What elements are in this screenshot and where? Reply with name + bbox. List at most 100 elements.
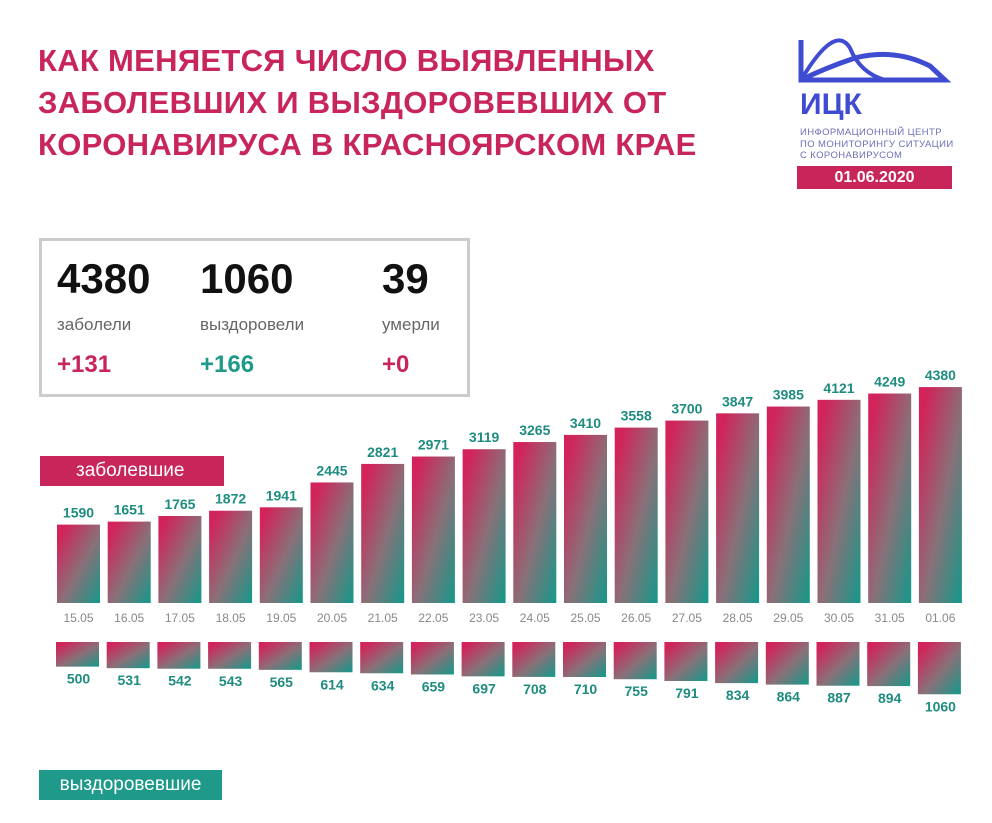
x-tick-label: 19.05 <box>266 611 296 625</box>
x-tick-label: 20.05 <box>317 611 347 625</box>
x-tick-label: 16.05 <box>114 611 144 625</box>
stat-label: умерли <box>382 315 440 334</box>
bar-cases <box>361 463 405 603</box>
bar-recovered <box>867 642 911 687</box>
bar-recovered <box>664 642 708 681</box>
x-tick-label: 18.05 <box>216 611 246 625</box>
logo-caption-line: ПО МОНИТОРИНГУ СИТУАЦИИ <box>800 138 954 150</box>
logo-caption-line: С КОРОНАВИРУСОМ <box>800 150 903 161</box>
bar-label-recovered: 500 <box>67 671 91 687</box>
bar-cases <box>817 399 861 603</box>
page-title: КАК МЕНЯЕТСЯ ЧИСЛО ВЫЯВЛЕННЫХ ЗАБОЛЕВШИХ… <box>38 43 697 162</box>
bar-label-cases: 3700 <box>671 401 702 417</box>
bar-label-recovered: 634 <box>371 677 395 693</box>
bar-cases <box>462 449 506 603</box>
bar-cases <box>310 482 354 603</box>
bar-label-recovered: 1060 <box>925 698 956 714</box>
bar-label-cases: 1651 <box>114 502 145 518</box>
bar-label-cases: 2445 <box>316 462 347 478</box>
bar-label-recovered: 864 <box>777 689 801 705</box>
bar-label-cases: 4121 <box>823 380 854 396</box>
legend-cases: заболевшие <box>40 456 224 486</box>
bar-label-cases: 4380 <box>925 367 956 383</box>
x-tick-label: 26.05 <box>621 611 651 625</box>
stat-delta: +166 <box>200 351 255 378</box>
bar-recovered <box>360 642 404 674</box>
bar-label-recovered: 755 <box>625 683 649 699</box>
stat-delta: +0 <box>382 351 410 378</box>
bar-recovered <box>512 642 556 677</box>
bar-cases <box>614 427 658 603</box>
bar-recovered <box>765 642 809 685</box>
x-tick-label: 17.05 <box>165 611 195 625</box>
bar-label-recovered: 542 <box>168 673 192 689</box>
bar-label-recovered: 697 <box>472 680 496 696</box>
bar-label-cases: 3410 <box>570 415 601 431</box>
stat-deaths: 39 умерли +0 <box>382 255 440 379</box>
stat-label: выздоровели <box>200 315 305 334</box>
bar-label-cases: 1941 <box>266 487 297 503</box>
stat-value: 1060 <box>200 255 294 302</box>
stat-label: заболели <box>57 315 132 334</box>
bar-label-cases: 3847 <box>722 393 753 409</box>
bar-label-recovered: 710 <box>574 681 598 697</box>
bar-cases <box>766 406 810 603</box>
x-tick-label: 30.05 <box>824 611 854 625</box>
bar-recovered <box>563 642 606 678</box>
bar-cases <box>259 507 303 603</box>
bar-recovered <box>56 642 99 667</box>
bar-label-recovered: 887 <box>827 690 851 706</box>
bar-recovered <box>715 642 759 684</box>
legend-recovered: выздоровевшие <box>39 770 222 800</box>
bar-recovered <box>208 642 252 669</box>
bar-label-cases: 4249 <box>874 374 905 390</box>
bar-label-recovered: 894 <box>878 690 902 706</box>
bar-label-cases: 3558 <box>621 408 652 424</box>
bar-recovered <box>410 642 454 675</box>
bar-recovered <box>157 642 201 669</box>
x-tick-label: 27.05 <box>672 611 702 625</box>
stat-recovered: 1060 выздоровели +166 <box>200 255 304 379</box>
logo-caption-line: ИНФОРМАЦИОННЫЙ ЦЕНТР <box>800 127 942 138</box>
bar-label-recovered: 565 <box>270 674 294 690</box>
x-tick-label: 29.05 <box>773 611 803 625</box>
bar-cases <box>209 510 253 603</box>
bar-label-cases: 1590 <box>63 505 94 521</box>
bar-label-recovered: 659 <box>422 678 446 694</box>
bar-cases <box>158 515 202 603</box>
bar-label-cases: 1872 <box>215 491 246 507</box>
bar-label-cases: 2821 <box>367 444 398 460</box>
x-tick-label: 01.06 <box>925 611 955 625</box>
bar-label-cases: 1765 <box>164 496 195 512</box>
stat-cases: 4380 заболели +131 <box>57 255 150 379</box>
bar-recovered <box>258 642 302 670</box>
logo-icon <box>798 38 952 83</box>
bar-cases <box>868 393 912 603</box>
bar-cases <box>918 387 962 603</box>
bar-label-cases: 2971 <box>418 437 449 453</box>
bar-cases <box>57 524 100 603</box>
bar-label-recovered: 531 <box>118 672 142 688</box>
date-badge: 01.06.2020 <box>797 166 952 189</box>
bar-cases <box>716 413 760 603</box>
bar-label-cases: 3119 <box>469 429 500 445</box>
bar-label-cases: 3265 <box>519 422 550 438</box>
logo-caption: ИНФОРМАЦИОННЫЙ ЦЕНТР ПО МОНИТОРИНГУ СИТУ… <box>800 127 954 162</box>
bar-label-recovered: 791 <box>675 685 699 701</box>
bar-label-cases: 3985 <box>773 387 804 403</box>
logo-abbreviation: ИЦК <box>800 88 862 121</box>
bar-recovered <box>917 642 961 695</box>
x-tick-label: 25.05 <box>570 611 600 625</box>
x-tick-label: 22.05 <box>418 611 448 625</box>
x-tick-label: 24.05 <box>520 611 550 625</box>
x-tick-label: 21.05 <box>368 611 398 625</box>
stat-delta: +131 <box>57 351 112 378</box>
bar-cases <box>513 442 557 603</box>
x-tick-label: 31.05 <box>875 611 905 625</box>
bar-recovered <box>613 642 657 680</box>
bar-recovered <box>106 642 150 669</box>
x-tick-label: 23.05 <box>469 611 499 625</box>
bar-recovered <box>309 642 353 673</box>
